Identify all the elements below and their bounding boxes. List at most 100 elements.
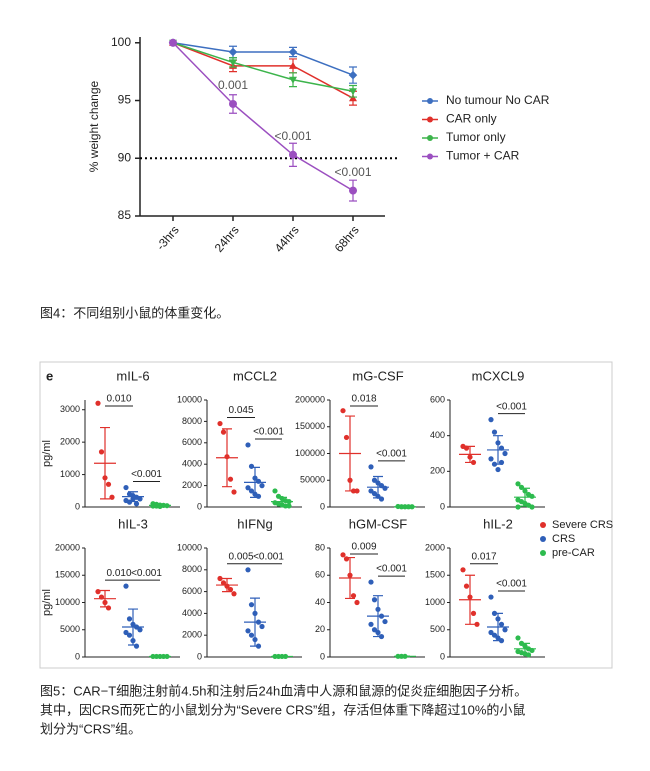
y-tick-label: 85 xyxy=(118,208,132,222)
data-point xyxy=(99,449,104,454)
p-value: 0.017 xyxy=(471,551,496,562)
data-point xyxy=(515,504,520,509)
data-point xyxy=(109,495,114,500)
y-tick-label: 100 xyxy=(111,35,131,49)
y-tick-label: 1500 xyxy=(425,570,445,580)
data-point xyxy=(351,593,356,598)
y-tick-label: 0 xyxy=(197,651,202,661)
y-tick-label: 20 xyxy=(315,624,325,634)
y-tick-label: 10000 xyxy=(177,394,202,404)
panel-title: mIL-6 xyxy=(116,368,149,383)
marker xyxy=(229,48,237,56)
data-point xyxy=(515,635,520,640)
annotation: 0.001 xyxy=(218,78,248,92)
data-point xyxy=(123,485,128,490)
p-value: <0.001 xyxy=(376,449,407,460)
data-point xyxy=(368,622,373,627)
p-value: 0.009 xyxy=(351,542,376,553)
data-point xyxy=(471,611,476,616)
panel-label: e xyxy=(46,368,53,383)
y-tick-label: 8000 xyxy=(182,564,202,574)
panel-title: hGM-CSF xyxy=(349,516,408,531)
y-tick-label: 2000 xyxy=(182,630,202,640)
figure5-caption: 其中，因CRS而死亡的小鼠划分为“Severe CRS”组，存活但体重下降超过1… xyxy=(40,702,525,717)
data-point xyxy=(249,464,254,469)
data-point xyxy=(231,591,236,596)
data-point xyxy=(95,589,100,594)
y-tick-label: 150000 xyxy=(295,421,325,431)
data-point xyxy=(256,494,261,499)
sd-bar xyxy=(400,656,410,657)
y-tick-label: 600 xyxy=(430,394,445,404)
data-point xyxy=(488,417,493,422)
legend-marker xyxy=(427,154,433,160)
panel-title: hIL-2 xyxy=(483,516,513,531)
data-point xyxy=(464,584,469,589)
data-point xyxy=(354,488,359,493)
data-point xyxy=(460,567,465,572)
marker xyxy=(229,100,237,108)
data-point xyxy=(379,496,384,501)
data-point xyxy=(259,624,264,629)
y-tick-label: 50000 xyxy=(300,475,325,485)
data-point xyxy=(340,552,345,557)
data-point xyxy=(106,605,111,610)
p-value: 0.005 xyxy=(228,551,253,562)
data-point xyxy=(123,584,128,589)
marker xyxy=(349,187,357,195)
p-value: <0.001 xyxy=(496,401,527,412)
legend-marker xyxy=(540,522,546,528)
data-point xyxy=(529,494,534,499)
data-point xyxy=(259,483,264,488)
p-value: <0.001 xyxy=(131,568,162,579)
data-point xyxy=(344,435,349,440)
y-tick-label: 0 xyxy=(440,501,445,511)
legend-marker xyxy=(427,98,433,104)
y-axis-label: % weight change xyxy=(87,80,101,172)
data-point xyxy=(95,401,100,406)
annotation: <0.001 xyxy=(274,129,311,143)
legend-label: Tumor + CAR xyxy=(446,149,520,163)
data-point xyxy=(249,602,254,607)
y-tick-label: 20000 xyxy=(55,542,80,552)
y-tick-label: 1000 xyxy=(60,469,80,479)
data-point xyxy=(245,628,250,633)
data-point xyxy=(495,467,500,472)
y-tick-label: 90 xyxy=(118,150,132,164)
data-point xyxy=(488,594,493,599)
p-value: <0.001 xyxy=(131,469,162,480)
y-tick-label: 95 xyxy=(118,93,132,107)
data-point xyxy=(354,600,359,605)
y-tick-label: 0 xyxy=(320,651,325,661)
data-point xyxy=(372,597,377,602)
y-tick-label: 400 xyxy=(430,430,445,440)
data-point xyxy=(137,627,142,632)
x-tick-label: 24hrs xyxy=(212,223,242,255)
legend-marker xyxy=(427,135,433,141)
data-point xyxy=(368,464,373,469)
data-point xyxy=(106,482,111,487)
x-tick-label: -3hrs xyxy=(153,223,181,253)
legend-label: CRS xyxy=(552,533,575,545)
y-tick-label: 500 xyxy=(430,624,445,634)
y-tick-label: 15000 xyxy=(55,570,80,580)
data-point xyxy=(228,477,233,482)
y-tick-label: 40 xyxy=(315,597,325,607)
p-value: <0.001 xyxy=(496,579,527,590)
p-value: 0.010 xyxy=(106,568,131,579)
data-point xyxy=(340,408,345,413)
y-tick-label: 60 xyxy=(315,570,325,580)
marker xyxy=(349,71,357,79)
data-point xyxy=(474,622,479,627)
data-point xyxy=(499,622,504,627)
data-point xyxy=(221,430,226,435)
y-tick-label: 100000 xyxy=(295,448,325,458)
data-point xyxy=(245,442,250,447)
y-axis-label: pg/ml xyxy=(41,440,53,467)
y-tick-label: 1000 xyxy=(425,597,445,607)
y-tick-label: 5000 xyxy=(60,624,80,634)
data-point xyxy=(134,644,139,649)
p-value: 0.045 xyxy=(228,405,253,416)
y-tick-label: 4000 xyxy=(182,459,202,469)
